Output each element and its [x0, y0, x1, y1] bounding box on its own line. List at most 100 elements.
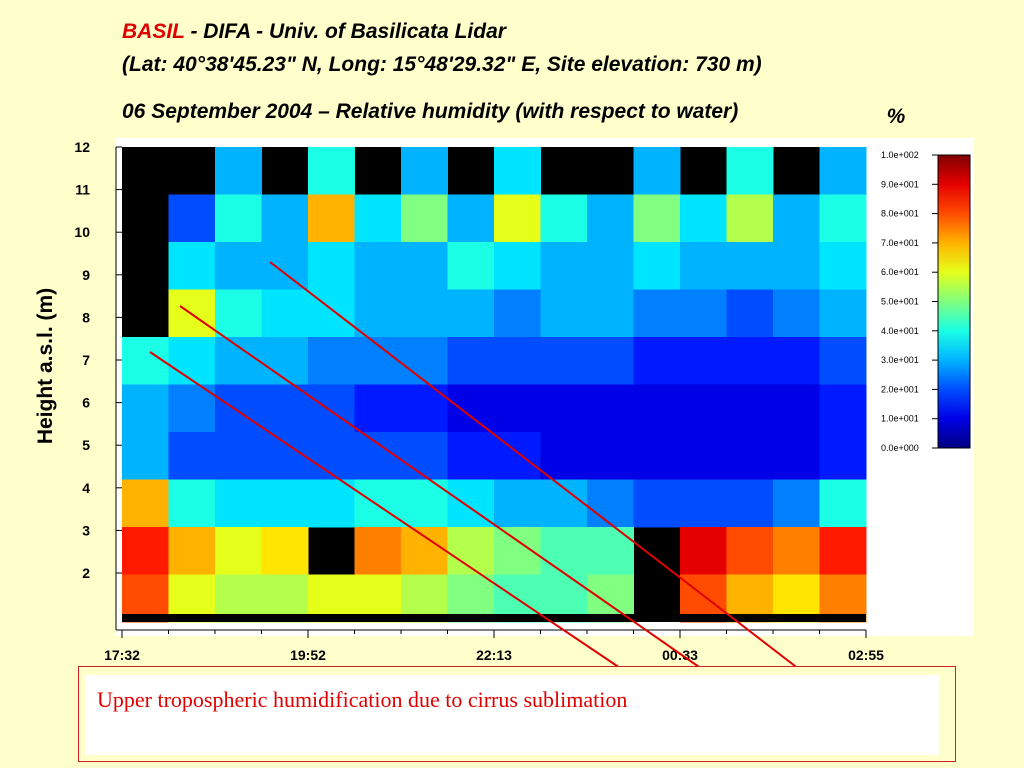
heatmap-cell: [680, 479, 727, 528]
heatmap-cell: [447, 289, 495, 338]
y-tick-label: 10: [74, 224, 90, 240]
heatmap-cell: [726, 479, 774, 528]
heatmap-cell: [680, 384, 727, 433]
heatmap-cell: [587, 384, 634, 433]
heatmap-cell: [680, 242, 727, 290]
heatmap-cell: [401, 242, 448, 290]
heatmap-cell: [354, 479, 402, 528]
heatmap-cell: [773, 289, 820, 338]
heatmap-cell: [726, 147, 774, 195]
ground-strip: [122, 614, 866, 622]
heatmap-cell: [308, 432, 355, 480]
heatmap-cell: [354, 242, 402, 290]
heatmap-cell: [773, 242, 820, 290]
heatmap-cell: [215, 384, 262, 433]
heatmap-cell: [680, 194, 727, 243]
title-prefix: BASIL: [122, 20, 185, 43]
heatmap-cell: [726, 384, 774, 433]
heatmap-cell: [633, 479, 681, 528]
heatmap-cell: [680, 337, 727, 385]
heatmap-cell: [726, 289, 774, 338]
y-tick-label: 9: [82, 267, 90, 283]
heatmap-cell: [726, 194, 774, 243]
heatmap-cell: [354, 432, 402, 480]
heatmap-cell: [168, 194, 216, 243]
arrow: [269, 261, 809, 677]
heatmap-cell: [447, 242, 495, 290]
heatmap-cell: [819, 432, 867, 480]
heatmap-cell: [633, 147, 681, 195]
heatmap-cell: [122, 384, 169, 433]
colorbar-tick-label: 6.0e+001: [881, 267, 919, 277]
heatmap-cell: [540, 384, 588, 433]
heatmap-cell: [773, 337, 820, 385]
colorbar-tick-label: 8.0e+001: [881, 209, 919, 219]
heatmap-cell: [633, 337, 681, 385]
heatmap-cell: [726, 242, 774, 290]
heatmap-cell: [633, 289, 681, 338]
heatmap-cell: [261, 242, 309, 290]
heatmap-cell: [168, 242, 216, 290]
heatmap-cell: [633, 242, 681, 290]
heatmap-cell: [215, 147, 262, 195]
heatmap-cell: [587, 337, 634, 385]
heatmap-cell: [819, 147, 867, 195]
heatmap-cell: [680, 432, 727, 480]
heatmap-cell: [633, 384, 681, 433]
heatmap-cell: [401, 527, 448, 575]
heatmap-cell: [540, 432, 588, 480]
heatmap-cell: [308, 479, 355, 528]
heatmap-cell: [122, 479, 169, 528]
heatmap-cell: [215, 194, 262, 243]
heatmap-cell: [587, 527, 634, 575]
heatmap-cell: [587, 242, 634, 290]
heatmap-cell: [494, 289, 541, 338]
title-line-2: (Lat: 40°38'45.23" N, Long: 15°48'29.32"…: [122, 53, 762, 76]
x-tick-label: 17:32: [104, 647, 140, 663]
heatmap-cell: [168, 527, 216, 575]
heatmap-cell: [494, 337, 541, 385]
colorbar-tick-label: 5.0e+001: [881, 297, 919, 307]
heatmap-cell: [215, 432, 262, 480]
heatmap-cell: [261, 479, 309, 528]
heatmap-cell: [587, 289, 634, 338]
heatmap-cell: [401, 289, 448, 338]
colorbar-tick-label: 3.0e+001: [881, 355, 919, 365]
heatmap-cell: [401, 337, 448, 385]
heatmap-cell: [726, 337, 774, 385]
heatmap-cell: [354, 527, 402, 575]
y-tick-label: 12: [74, 139, 90, 155]
title-line-3: 06 September 2004 – Relative humidity (w…: [122, 100, 739, 123]
heatmap-cell: [587, 194, 634, 243]
heatmap-cell: [447, 337, 495, 385]
y-tick-label: 7: [82, 352, 90, 368]
heatmap-cell: [726, 432, 774, 480]
arrow: [179, 305, 713, 677]
heatmap-cell: [354, 289, 402, 338]
colorbar-tick-label: 9.0e+001: [881, 179, 919, 189]
heatmap-cell: [261, 194, 309, 243]
heatmap-cell: [261, 384, 309, 433]
heatmap-cell: [261, 337, 309, 385]
heatmap-cell: [540, 289, 588, 338]
x-tick-label: 22:13: [476, 647, 512, 663]
y-tick-label: 11: [75, 182, 90, 198]
y-tick-label: 5: [82, 437, 90, 453]
colorbar-tick-label: 1.0e+001: [881, 414, 919, 424]
heatmap-cell: [494, 194, 541, 243]
annotation-arrows: [149, 261, 809, 677]
heatmap-cell: [633, 432, 681, 480]
heatmap-cell: [680, 527, 727, 575]
heatmap-cell: [308, 384, 355, 433]
heatmap-cell: [215, 527, 262, 575]
heatmap-cell: [354, 194, 402, 243]
heatmap-cell: [401, 147, 448, 195]
heatmap-cell: [494, 147, 541, 195]
heatmap-cell: [447, 194, 495, 243]
title-line-1: BASIL - DIFA - Univ. of Basilicata Lidar: [122, 20, 506, 44]
heatmap-cell: [773, 432, 820, 480]
heatmap-cell: [494, 242, 541, 290]
heatmap-cell: [168, 432, 216, 480]
annotation-panel: Upper tropospheric humidification due to…: [85, 675, 939, 755]
